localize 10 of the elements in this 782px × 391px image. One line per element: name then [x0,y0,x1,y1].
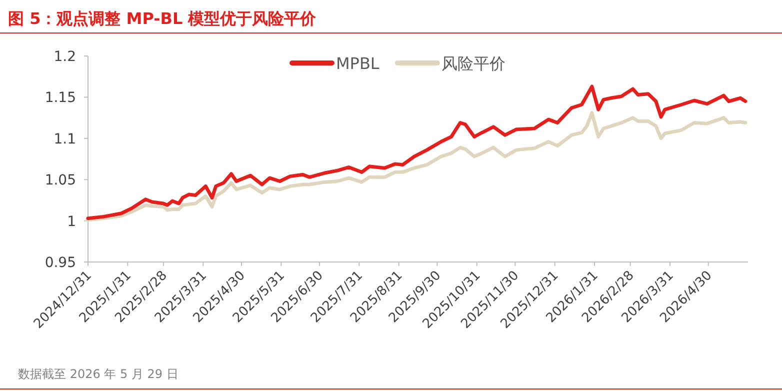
text: 数据截至 2026 年 5 月 29 日 [18,367,178,381]
legend-label: 风险平价 [441,54,506,73]
y-tick-label: 1.1 [54,131,76,148]
y-tick-label: 1.15 [44,90,76,106]
y-tick-label: 0.95 [44,255,76,271]
chart-title: 图 5：观点调整 MP-BL 模型优于风险平价 [8,9,318,28]
y-tick-label: 1 [67,214,76,230]
legend-label: MPBL [336,54,380,73]
y-tick-label: 1.2 [54,49,76,65]
y-tick-label: 1.05 [44,172,76,189]
